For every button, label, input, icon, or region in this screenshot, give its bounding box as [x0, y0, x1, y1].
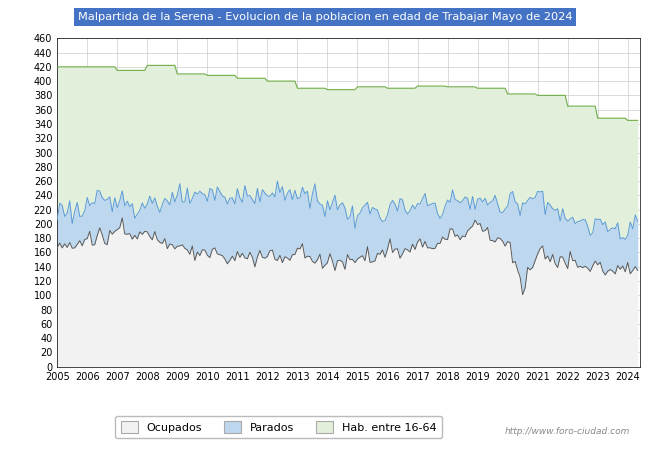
Text: Malpartida de la Serena - Evolucion de la poblacion en edad de Trabajar Mayo de : Malpartida de la Serena - Evolucion de l… — [78, 12, 572, 22]
Text: http://www.foro-ciudad.com: http://www.foro-ciudad.com — [505, 428, 630, 436]
Legend: Ocupados, Parados, Hab. entre 16-64: Ocupados, Parados, Hab. entre 16-64 — [116, 416, 442, 438]
